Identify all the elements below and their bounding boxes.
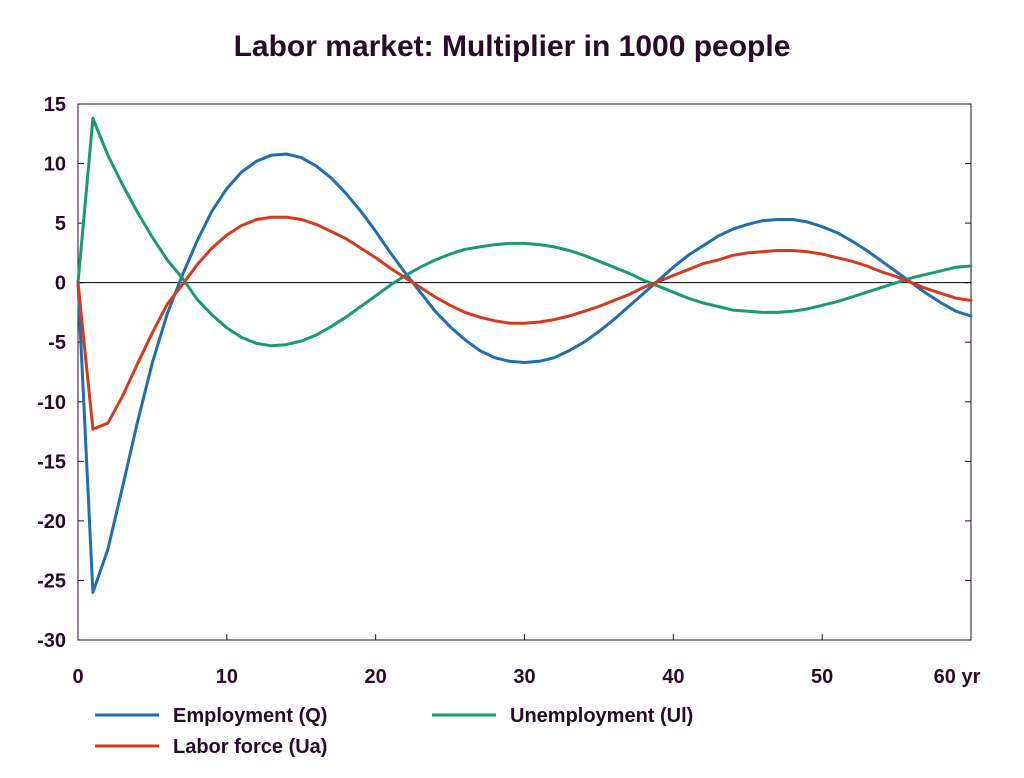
- legend-label: Labor force (Ua): [173, 736, 327, 758]
- x-tick-label: 0: [72, 666, 83, 688]
- legend: Employment (Q) Unemployment (Ul) Labor for…: [95, 705, 693, 758]
- y-tick-label: 0: [55, 273, 66, 295]
- y-tick-label: 5: [55, 213, 66, 235]
- y-tick-label: -25: [37, 570, 66, 592]
- x-tick-label: 30: [513, 666, 535, 688]
- legend-label: Unemployment (Ul): [510, 705, 693, 727]
- axis-ticks: [77, 103, 972, 641]
- series-line-0: [76, 152, 973, 594]
- y-tick-label: -15: [37, 451, 66, 473]
- x-tick-label: 50: [811, 666, 833, 688]
- y-tick-label: -5: [48, 332, 66, 354]
- chart-title: Labor market: Multiplier in 1000 people: [233, 30, 791, 63]
- x-tick-label: 40: [662, 666, 684, 688]
- x-tick-label: 60 yr: [934, 666, 981, 688]
- y-tick-label: -30: [37, 630, 66, 652]
- y-tick-label: -20: [37, 511, 66, 533]
- series-lines: [76, 116, 973, 594]
- series-line-1: [76, 116, 973, 348]
- plot-area: [77, 103, 972, 641]
- x-tick-label: 10: [216, 666, 238, 688]
- y-tick-label: 15: [44, 94, 66, 116]
- y-tick-label: 10: [44, 154, 66, 176]
- series-line-2: [76, 215, 973, 431]
- x-tick-label: 20: [365, 666, 387, 688]
- y-tick-label: -10: [37, 392, 66, 414]
- legend-label: Employment (Q): [173, 705, 327, 727]
